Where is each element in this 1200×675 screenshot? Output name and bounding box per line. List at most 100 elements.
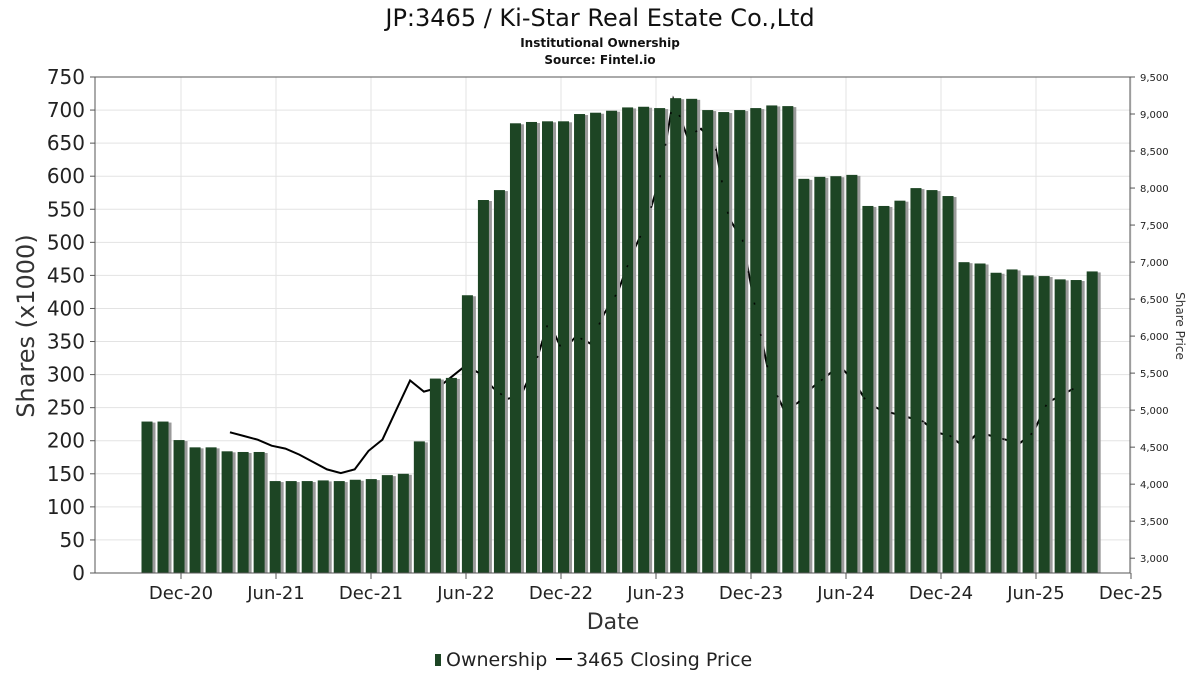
plot-frame (94, 76, 1131, 574)
ownership-bar (1070, 280, 1082, 573)
ownership-bar (237, 451, 249, 573)
ownership-bar (157, 421, 169, 573)
y2-tick-label: 9,500 (1140, 73, 1169, 84)
y-tick-label: 650 (47, 131, 85, 155)
ownership-bar (173, 440, 185, 573)
ownership-bar (1038, 276, 1050, 573)
ownership-bar (333, 481, 345, 573)
ownership-bar (205, 447, 217, 573)
ownership-bar (493, 190, 505, 573)
y-tick-label: 600 (47, 164, 85, 188)
ownership-bar (718, 112, 730, 574)
y-tick-label: 150 (47, 462, 85, 486)
y-tick-label: 500 (47, 230, 85, 254)
y2-tick-label: 3,000 (1140, 554, 1169, 565)
ownership-bar (221, 451, 233, 573)
ownership-bar (189, 447, 201, 573)
ownership-bar (878, 205, 890, 573)
ownership-bar (1086, 271, 1098, 573)
ownership-bar (301, 481, 313, 573)
legend-ownership-label: Ownership (446, 649, 547, 671)
ownership-bar (958, 262, 970, 573)
ownership-bar (846, 174, 858, 574)
x-tick-label: Dec-20 (149, 583, 213, 604)
y2-tick-label: 3,500 (1140, 517, 1169, 528)
ownership-bar (942, 196, 954, 574)
x-tick-label: Dec-21 (339, 583, 403, 604)
x-tick-label: Jun-21 (246, 583, 305, 604)
x-tick-label: Jun-25 (1006, 583, 1065, 604)
y-tick-label: 400 (47, 296, 85, 320)
ownership-bar (253, 451, 265, 573)
ownership-bar (894, 200, 906, 574)
ownership-bar (285, 481, 297, 573)
x-tick-label: Jun-24 (816, 583, 875, 604)
ownership-bar (910, 188, 922, 573)
ownership-bar (542, 121, 553, 574)
y-tick-label: 350 (47, 330, 85, 354)
ownership-bar (413, 441, 425, 573)
ownership-bar (445, 377, 457, 573)
y2-tick-label: 6,000 (1140, 332, 1169, 343)
y2-tick-label: 7,500 (1140, 221, 1169, 232)
y2-tick-label: 8,000 (1140, 184, 1169, 195)
chart-subtitle: Institutional Ownership (520, 36, 680, 50)
y2-tick-label: 9,000 (1140, 110, 1169, 121)
y-tick-label: 0 (72, 561, 85, 585)
y-axis-label: Shares (x1000) (12, 234, 40, 417)
y2-tick-label: 7,000 (1140, 258, 1169, 269)
y2-axis-label: Share Price (1173, 292, 1187, 360)
y-tick-label: 750 (47, 65, 85, 89)
ownership-bar (830, 176, 842, 573)
x-axis-label: Date (587, 610, 640, 635)
ownership-bar (590, 112, 602, 573)
x-tick-label: Jun-22 (436, 583, 495, 604)
chart-source: Source: Fintel.io (544, 53, 655, 67)
y2-tick-label: 5,500 (1140, 369, 1169, 380)
ownership-bar (654, 108, 666, 573)
ownership-bar (397, 473, 409, 573)
ownership-bar (141, 421, 153, 573)
y2-tick-label: 4,500 (1140, 443, 1169, 454)
ownership-bar (381, 475, 393, 573)
ownership-bar (638, 106, 650, 573)
ownership-bar (429, 378, 441, 573)
ownership-bar (509, 123, 521, 573)
y-tick-label: 700 (47, 98, 85, 122)
legend-ownership-swatch (435, 654, 441, 666)
ownership-bar (1022, 275, 1034, 573)
y-tick-label: 50 (60, 528, 85, 552)
y2-tick-label: 5,000 (1140, 406, 1169, 417)
ownership-bar (782, 106, 794, 573)
y-tick-label: 550 (47, 197, 85, 221)
ownership-bar (766, 105, 778, 574)
ownership-bars (141, 98, 1101, 574)
x-tick-label: Dec-22 (529, 583, 593, 604)
ownership-bar (349, 479, 361, 573)
chart-title: JP:3465 / Ki-Star Real Estate Co.,Ltd (383, 4, 814, 32)
ownership-bar (622, 107, 634, 574)
ownership-bar (317, 480, 329, 573)
x-tick-label: Jun-23 (626, 583, 685, 604)
axes: 0 50 100 150 200 250 300 350 400 450 500 550 600 650 7… (47, 65, 1169, 604)
ownership-bar (525, 121, 537, 573)
ownership-bar (461, 295, 473, 573)
ownership-bar (814, 176, 826, 573)
legend: Ownership 3465 Closing Price (435, 649, 752, 671)
ownership-bar (1006, 269, 1018, 573)
ownership-bar (734, 110, 746, 574)
ownership-bar (686, 98, 698, 573)
ownership-bar (606, 110, 618, 573)
y2-tick-label: 6,500 (1140, 295, 1169, 306)
y-tick-label: 200 (47, 429, 85, 453)
x-tick-label: Dec-24 (909, 583, 973, 604)
ownership-bar (798, 178, 810, 573)
ownership-bar (574, 114, 586, 573)
ownership-bar (750, 108, 762, 573)
ownership-bar (862, 205, 874, 573)
legend-price-label: 3465 Closing Price (576, 649, 752, 671)
y-tick-label: 450 (47, 263, 85, 287)
ownership-bar (702, 110, 714, 574)
ownership-bar (269, 481, 281, 573)
